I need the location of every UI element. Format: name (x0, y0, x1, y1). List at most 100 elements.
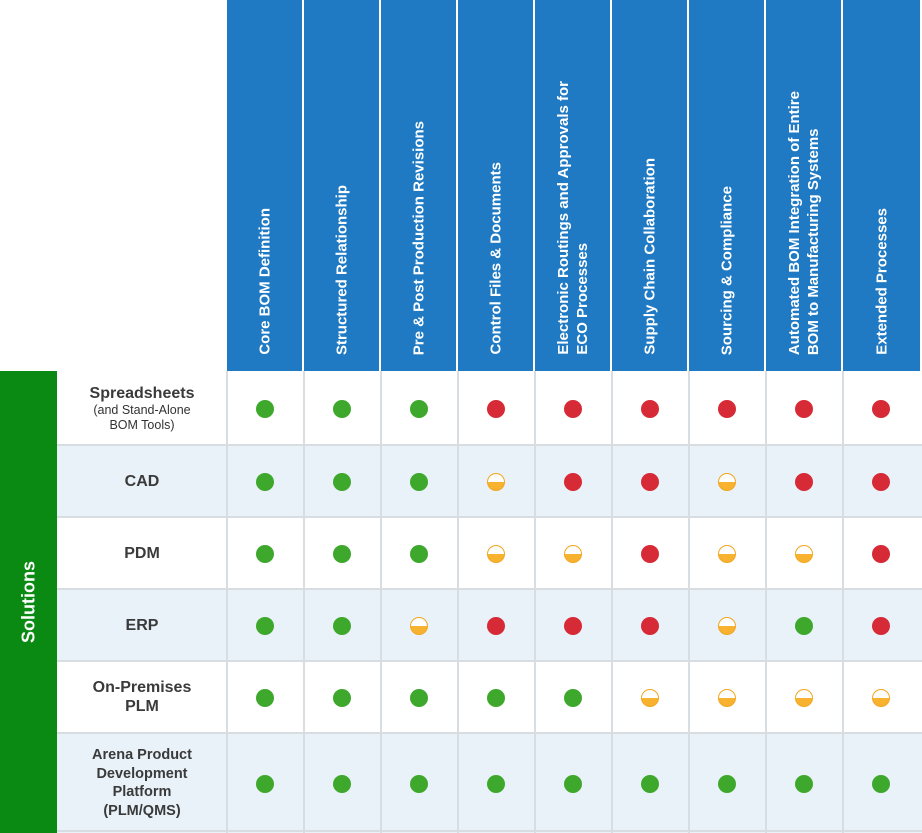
no-support-dot (718, 400, 736, 418)
column-header-9: Extended Processes (843, 0, 922, 371)
full-support-dot (256, 617, 274, 635)
full-support-dot (410, 775, 428, 793)
column-divider (842, 371, 844, 833)
column-header-2: Structured Relationship (304, 0, 381, 371)
no-support-dot (641, 617, 659, 635)
column-header-4: Control Files & Documents (458, 0, 535, 371)
full-support-dot (333, 775, 351, 793)
table-row: CAD (57, 445, 922, 517)
column-header-label: Supply Chain Collaboration (641, 158, 658, 355)
no-support-dot (872, 617, 890, 635)
table-row: PDM (57, 517, 922, 589)
full-support-dot (410, 545, 428, 563)
full-support-dot (333, 689, 351, 707)
table-row: Arena Product Development Platform (PLM/… (57, 733, 922, 833)
full-support-dot (410, 689, 428, 707)
no-support-dot (641, 473, 659, 491)
solution-name: CAD (124, 472, 160, 490)
column-divider (380, 371, 382, 833)
solution-name: On-Premises PLM (92, 679, 192, 715)
column-header-8: Automated BOM Integration of Entire BOM … (766, 0, 843, 371)
full-support-dot (256, 400, 274, 418)
no-support-dot (487, 400, 505, 418)
no-support-dot (641, 545, 659, 563)
full-support-dot (410, 400, 428, 418)
no-support-dot (564, 400, 582, 418)
column-header-label: Sourcing & Compliance (718, 185, 735, 355)
full-support-dot (795, 775, 813, 793)
solutions-label: Solutions (18, 561, 38, 643)
column-divider (457, 371, 459, 833)
full-support-dot (564, 689, 582, 707)
row-divider (57, 588, 922, 590)
partial-support-dot (718, 473, 736, 491)
column-header-label: Electronic Routings and Approvals for EC… (554, 81, 591, 355)
partial-support-dot (795, 545, 813, 563)
partial-support-dot (641, 689, 659, 707)
full-support-dot (333, 617, 351, 635)
no-support-dot (564, 473, 582, 491)
full-support-dot (872, 775, 890, 793)
solution-name: ERP (125, 616, 159, 634)
partial-support-dot (718, 545, 736, 563)
partial-support-dot (718, 689, 736, 707)
no-support-dot (641, 400, 659, 418)
solution-name: PDM (124, 544, 160, 562)
column-header-label: Core BOM Definition (256, 208, 273, 355)
row-label: On-Premises PLM (57, 661, 227, 733)
no-support-dot (487, 617, 505, 635)
row-divider (57, 516, 922, 518)
full-support-dot (641, 775, 659, 793)
row-label: CAD (57, 445, 227, 517)
no-support-dot (872, 473, 890, 491)
column-header-label: Control Files & Documents (487, 162, 504, 355)
row-divider (57, 830, 922, 832)
full-support-dot (487, 689, 505, 707)
partial-support-dot (872, 689, 890, 707)
full-support-dot (795, 617, 813, 635)
row-label: Spreadsheets (and Stand-Alone BOM Tools) (57, 371, 227, 445)
table-row: ERP (57, 589, 922, 661)
row-label: ERP (57, 589, 227, 661)
column-divider (534, 371, 536, 833)
column-header-label: Structured Relationship (333, 184, 350, 355)
partial-support-dot (795, 689, 813, 707)
table-row: Spreadsheets (and Stand-Alone BOM Tools) (57, 371, 922, 445)
full-support-dot (564, 775, 582, 793)
solution-name: Arena Product Development Platform (PLM/… (92, 747, 192, 819)
solution-sublabel: (and Stand-Alone BOM Tools) (93, 402, 191, 432)
column-header-3: Pre & Post Production Revisions (381, 0, 458, 371)
row-label: Arena Product Development Platform (PLM/… (57, 733, 227, 833)
column-header-label: Automated BOM Integration of Entire BOM … (785, 90, 822, 355)
row-divider (57, 732, 922, 734)
column-header-7: Sourcing & Compliance (689, 0, 766, 371)
row-label: PDM (57, 517, 227, 589)
column-divider (765, 371, 767, 833)
partial-support-dot (718, 617, 736, 635)
column-header-1: Core BOM Definition (227, 0, 304, 371)
full-support-dot (333, 473, 351, 491)
full-support-dot (410, 473, 428, 491)
partial-support-dot (487, 545, 505, 563)
row-divider (57, 444, 922, 446)
full-support-dot (718, 775, 736, 793)
full-support-dot (256, 545, 274, 563)
no-support-dot (872, 400, 890, 418)
row-divider (57, 660, 922, 662)
column-header-label: Extended Processes (873, 208, 890, 355)
partial-support-dot (564, 545, 582, 563)
column-divider (303, 371, 305, 833)
column-header-label: Pre & Post Production Revisions (410, 120, 427, 355)
column-divider (226, 371, 228, 833)
column-divider (611, 371, 613, 833)
partial-support-dot (410, 617, 428, 635)
column-header-6: Supply Chain Collaboration (612, 0, 689, 371)
full-support-dot (333, 400, 351, 418)
solution-name: Spreadsheets (89, 384, 195, 402)
no-support-dot (564, 617, 582, 635)
no-support-dot (872, 545, 890, 563)
full-support-dot (256, 473, 274, 491)
full-support-dot (487, 775, 505, 793)
column-divider (688, 371, 690, 833)
full-support-dot (333, 545, 351, 563)
